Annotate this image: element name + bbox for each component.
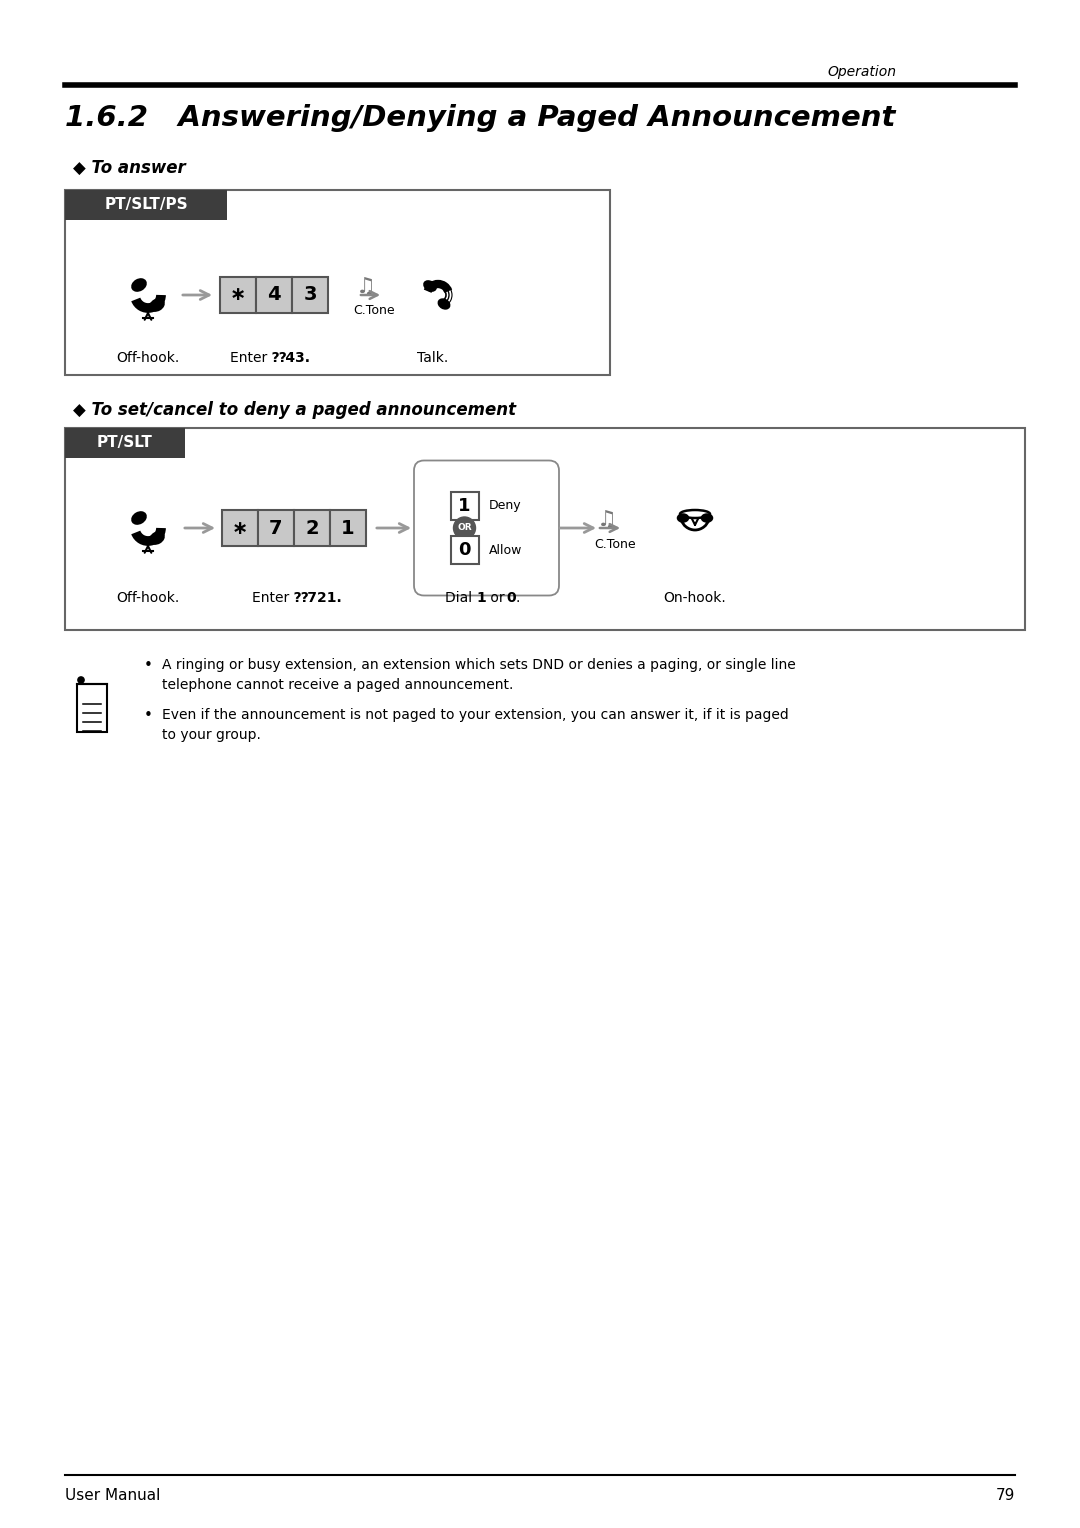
Text: or: or xyxy=(486,591,509,605)
Text: C.Tone: C.Tone xyxy=(594,538,636,550)
FancyBboxPatch shape xyxy=(65,189,227,220)
Text: On-hook.: On-hook. xyxy=(663,591,727,605)
FancyBboxPatch shape xyxy=(292,277,328,313)
Ellipse shape xyxy=(78,677,84,683)
Text: 0: 0 xyxy=(507,591,516,605)
Text: ◆ To set/cancel to deny a paged announcement: ◆ To set/cancel to deny a paged announce… xyxy=(73,400,516,419)
Text: Even if the announcement is not paged to your extension, you can answer it, if i: Even if the announcement is not paged to… xyxy=(162,707,788,723)
FancyBboxPatch shape xyxy=(65,189,610,374)
Text: ∗: ∗ xyxy=(232,518,248,538)
Text: Talk.: Talk. xyxy=(417,351,448,365)
FancyBboxPatch shape xyxy=(414,460,559,596)
Ellipse shape xyxy=(133,280,146,290)
Text: 1: 1 xyxy=(341,518,355,538)
Text: ♫: ♫ xyxy=(356,277,376,296)
Text: ∗: ∗ xyxy=(230,286,246,304)
Text: •: • xyxy=(144,657,152,672)
Text: PT/SLT/PS: PT/SLT/PS xyxy=(104,197,188,212)
Text: 1.6.2   Answering/Denying a Paged Announcement: 1.6.2 Answering/Denying a Paged Announce… xyxy=(65,104,895,131)
Text: C.Tone: C.Tone xyxy=(353,304,395,318)
Ellipse shape xyxy=(150,532,163,544)
Text: 2: 2 xyxy=(306,518,319,538)
Text: •: • xyxy=(144,707,152,723)
Text: Off-hook.: Off-hook. xyxy=(117,591,179,605)
Text: User Manual: User Manual xyxy=(65,1487,160,1502)
Ellipse shape xyxy=(680,510,710,518)
Text: OR: OR xyxy=(457,524,472,532)
Text: 79: 79 xyxy=(996,1487,1015,1502)
Ellipse shape xyxy=(438,299,449,309)
Text: to your group.: to your group. xyxy=(162,727,261,743)
FancyBboxPatch shape xyxy=(222,510,258,545)
Text: ⁇43.: ⁇43. xyxy=(272,351,311,365)
Ellipse shape xyxy=(150,299,163,310)
Ellipse shape xyxy=(678,515,688,521)
Text: Deny: Deny xyxy=(488,500,522,512)
FancyBboxPatch shape xyxy=(330,510,366,545)
Text: 3: 3 xyxy=(303,286,316,304)
Text: Allow: Allow xyxy=(488,544,522,556)
Text: ◆ To answer: ◆ To answer xyxy=(73,159,186,177)
FancyBboxPatch shape xyxy=(450,492,478,520)
Text: A ringing or busy extension, an extension which sets DND or denies a paging, or : A ringing or busy extension, an extensio… xyxy=(162,659,796,672)
Text: Dial: Dial xyxy=(445,591,476,605)
Text: Enter: Enter xyxy=(230,351,272,365)
FancyBboxPatch shape xyxy=(294,510,330,545)
Text: ♫: ♫ xyxy=(597,510,617,530)
Ellipse shape xyxy=(133,512,146,524)
FancyBboxPatch shape xyxy=(256,277,292,313)
Text: 7: 7 xyxy=(269,518,283,538)
Circle shape xyxy=(454,516,475,539)
FancyBboxPatch shape xyxy=(77,685,107,732)
Text: telephone cannot receive a paged announcement.: telephone cannot receive a paged announc… xyxy=(162,678,513,692)
Text: Off-hook.: Off-hook. xyxy=(117,351,179,365)
Text: Enter: Enter xyxy=(253,591,294,605)
Text: PT/SLT: PT/SLT xyxy=(97,435,153,451)
Text: 0: 0 xyxy=(458,541,471,559)
Ellipse shape xyxy=(702,515,712,521)
Text: .: . xyxy=(515,591,519,605)
Text: 4: 4 xyxy=(267,286,281,304)
Text: 1: 1 xyxy=(458,497,471,515)
FancyBboxPatch shape xyxy=(450,536,478,564)
FancyBboxPatch shape xyxy=(220,277,256,313)
FancyBboxPatch shape xyxy=(65,428,1025,630)
FancyBboxPatch shape xyxy=(65,428,185,458)
Text: Operation: Operation xyxy=(827,66,896,79)
Text: ⁇721.: ⁇721. xyxy=(294,591,342,605)
FancyBboxPatch shape xyxy=(258,510,294,545)
Text: 1: 1 xyxy=(476,591,486,605)
Ellipse shape xyxy=(424,281,435,290)
